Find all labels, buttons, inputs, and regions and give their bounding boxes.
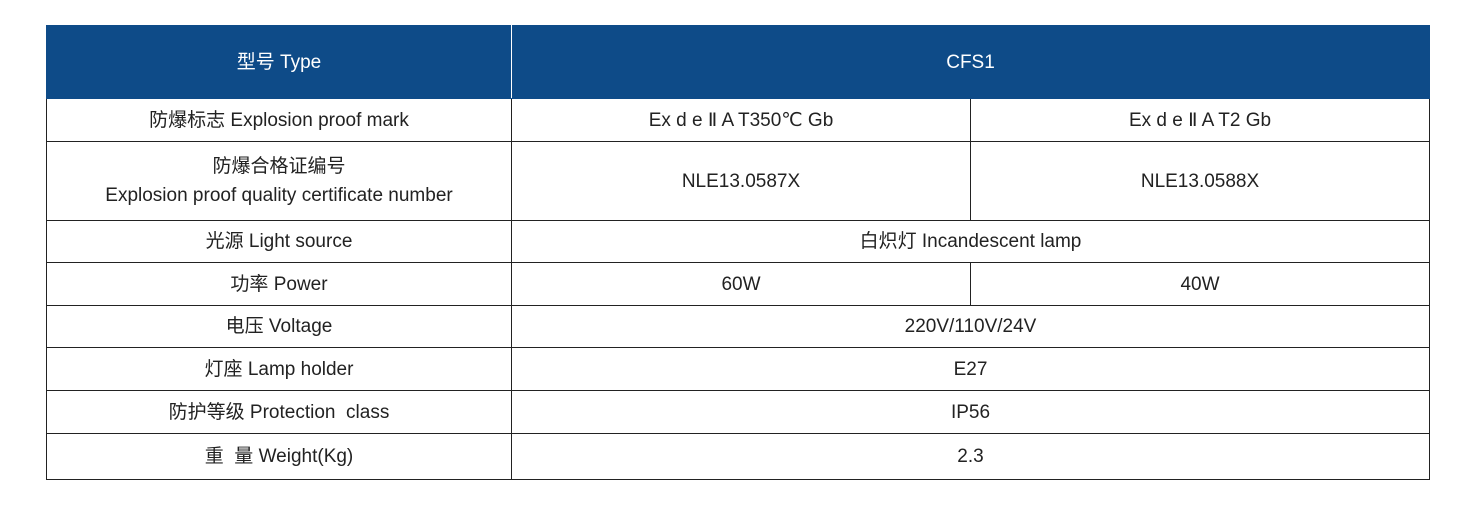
cell: Ex d e Ⅱ A T2 Gb [969, 98, 1431, 142]
row-label-en: Explosion proof quality certificate numb… [105, 185, 453, 206]
row-label: 重 量 Weight(Kg) [46, 433, 512, 480]
spec-table: 型号 Type CFS1 防爆标志 Explosion proof mark E… [46, 25, 1431, 480]
table-row: 光源 Light source 白炽灯 Incandescent lamp [46, 220, 1431, 263]
cell: NLE13.0587X [511, 141, 971, 221]
row-label: 功率 Power [46, 262, 512, 306]
table-row: 防护等级 Protection class IP56 [46, 390, 1431, 434]
row-label: 防爆合格证编号 Explosion proof quality certifica… [46, 141, 512, 221]
cell: Ex d e Ⅱ A T350℃ Gb [511, 98, 971, 142]
header-row: 型号 Type CFS1 [46, 25, 1431, 99]
model-name: CFS1 [510, 25, 1431, 99]
table-row: 功率 Power 60W 40W [46, 262, 1431, 306]
cell: 220V/110V/24V [510, 305, 1431, 348]
table-row: 防爆标志 Explosion proof mark Ex d e Ⅱ A T35… [46, 98, 1431, 142]
cell: NLE13.0588X [969, 141, 1431, 221]
type-label: 型号 Type [46, 25, 512, 99]
cell: IP56 [510, 390, 1431, 434]
row-label: 防爆标志 Explosion proof mark [46, 98, 512, 142]
cell: 60W [511, 262, 971, 306]
row-label: 防护等级 Protection class [46, 390, 512, 434]
row-label: 灯座 Lamp holder [46, 347, 512, 391]
table-row: 电压 Voltage 220V/110V/24V [46, 305, 1431, 348]
table-row: 灯座 Lamp holder E27 [46, 347, 1431, 391]
row-label-cn: 防爆合格证编号 [212, 156, 346, 177]
row-label: 电压 Voltage [46, 305, 512, 348]
cell: 2.3 [510, 433, 1431, 480]
cell: 40W [969, 262, 1431, 306]
cell: E27 [510, 347, 1431, 391]
table-row: 重 量 Weight(Kg) 2.3 [46, 433, 1431, 480]
row-label: 光源 Light source [46, 220, 512, 263]
cell: 白炽灯 Incandescent lamp [510, 220, 1431, 263]
table-row: 防爆合格证编号 Explosion proof quality certifica… [46, 141, 1431, 221]
